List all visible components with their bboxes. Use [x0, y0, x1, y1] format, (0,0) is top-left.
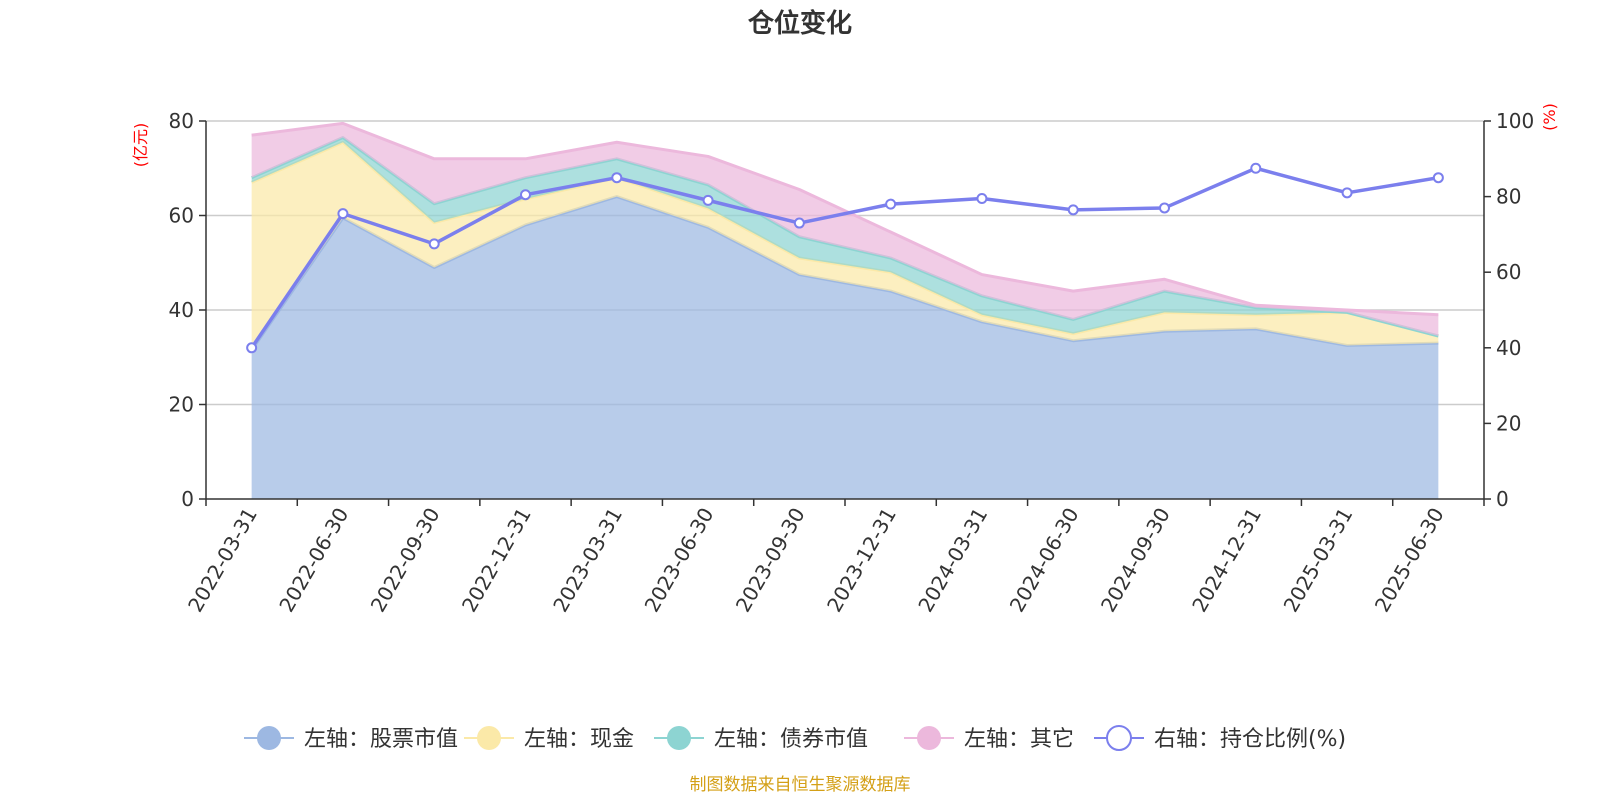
holding-ratio-line: [246, 162, 1444, 354]
x-tick-label: 2024-09-30: [1096, 504, 1175, 617]
area-3: [251, 137, 1439, 336]
ratio-point: [1159, 202, 1170, 214]
chart-title: 仓位变化: [747, 8, 852, 39]
ratio-point: [520, 189, 531, 201]
x-tick-label: 2024-06-30: [1005, 504, 1084, 617]
left-tick-label: 40: [169, 298, 194, 322]
legend-marker: [1106, 725, 1132, 751]
left-tick-label: 0: [181, 487, 194, 511]
left-tick-label: 80: [169, 109, 194, 133]
ratio-point: [702, 194, 714, 206]
right-axis-unit: (%): [1540, 103, 1559, 131]
legend-marker: [477, 726, 501, 750]
right-tick-label: 40: [1496, 336, 1521, 360]
legend-item-5: 右轴：持仓比例(%): [1094, 725, 1346, 752]
ratio-point: [976, 192, 988, 204]
legend-marker: [257, 726, 281, 750]
ratio-point: [428, 238, 440, 250]
ratio-point: [1067, 204, 1079, 216]
ratio-point: [1341, 187, 1353, 199]
stacked-areas: [250, 121, 1439, 499]
area-1: [251, 196, 1439, 499]
x-tick-label: 2022-03-31: [183, 504, 262, 617]
x-tick-label: 2022-09-30: [366, 504, 445, 617]
ratio-point: [337, 208, 349, 220]
ratio-line-path: [250, 166, 1439, 349]
legend-item-3: 左轴：债券市值: [654, 726, 868, 752]
x-tick-label: 2023-06-30: [639, 504, 718, 617]
legend-label: 左轴：债券市值: [714, 727, 868, 752]
right-tick-label: 100: [1496, 109, 1534, 133]
x-tick-label: 2023-03-31: [548, 504, 627, 617]
x-tick-label: 2022-12-31: [457, 504, 536, 617]
ratio-point: [246, 342, 258, 354]
legend: 左轴：股票市值 左轴：现金 左轴：债券市值 左轴：其它 右轴：持仓比例(%): [244, 725, 1346, 752]
left-tick-label: 20: [169, 393, 194, 417]
legend-label: 右轴：持仓比例(%): [1154, 727, 1346, 752]
ratio-point: [611, 172, 623, 184]
x-tick-label: 2023-09-30: [731, 504, 810, 617]
x-tick-label: 2025-06-30: [1370, 504, 1449, 617]
ratio-point: [1432, 172, 1444, 184]
x-tick-label: 2024-03-31: [913, 504, 992, 617]
legend-item-2: 左轴：现金: [464, 726, 634, 752]
x-tick-label: 2023-12-31: [822, 504, 901, 617]
ratio-point: [793, 217, 805, 229]
left-tick-label: 60: [169, 204, 194, 228]
right-tick-label: 0: [1496, 487, 1509, 511]
area-edge-4: [251, 121, 1439, 317]
legend-label: 左轴：股票市值: [304, 727, 458, 752]
right-tick-label: 80: [1496, 185, 1521, 209]
left-axis-unit: (亿元): [131, 123, 150, 168]
legend-item-1: 左轴：股票市值: [244, 726, 458, 752]
data-source-note: 制图数据来自恒生聚源数据库: [690, 775, 911, 795]
ratio-point: [1250, 162, 1262, 174]
legend-label: 左轴：现金: [524, 727, 634, 752]
right-tick-label: 60: [1496, 260, 1521, 284]
legend-item-4: 左轴：其它: [904, 726, 1074, 752]
legend-label: 左轴：其它: [964, 727, 1074, 752]
x-tick-label: 2025-03-31: [1278, 504, 1357, 617]
legend-marker: [667, 726, 691, 750]
x-tick-label: 2022-06-30: [274, 504, 353, 617]
x-tick-label: 2024-12-31: [1187, 504, 1266, 617]
ratio-point: [885, 198, 897, 210]
legend-marker: [917, 726, 941, 750]
right-tick-label: 20: [1496, 411, 1521, 435]
